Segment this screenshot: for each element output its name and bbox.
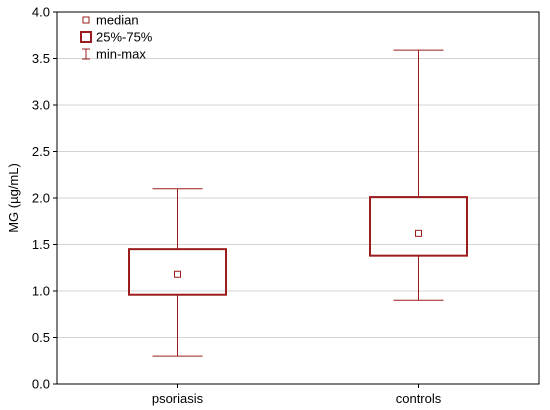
legend-label: min-max	[96, 47, 146, 62]
legend-label: median	[96, 13, 139, 28]
box-psoriasis	[128, 188, 227, 357]
y-tick-label: 0.0	[32, 377, 50, 392]
y-axis-label: MG (µg/mL)	[6, 163, 21, 233]
y-tick-label: 2.5	[32, 144, 50, 159]
legend-item-range: min-max	[82, 47, 146, 62]
small-square-icon	[82, 16, 90, 24]
box-controls	[369, 49, 468, 301]
y-tick-label: 0.5	[32, 330, 50, 345]
y-tick-label: 1.5	[32, 237, 50, 252]
legend: median 25%-75% min-max	[80, 13, 153, 62]
x-tick-label: controls	[396, 391, 442, 406]
grid-lines	[57, 58, 539, 338]
median-marker	[415, 229, 422, 237]
axes: 0.0 0.5 1.0 1.5 2.0 2.5 3.0 3.5 4.0 psoriasis cont…	[32, 5, 540, 406]
y-tick-label: 3.5	[32, 51, 50, 66]
box-icon	[80, 31, 92, 43]
legend-item-median: median	[82, 13, 139, 28]
x-tick-label: psoriasis	[152, 391, 204, 406]
plot-frame	[56, 11, 540, 385]
legend-item-iqr: 25%-75%	[80, 30, 153, 45]
whisker-icon	[82, 48, 90, 60]
median-marker	[174, 270, 181, 278]
y-tick-label: 4.0	[32, 5, 50, 20]
y-tick-label: 1.0	[32, 284, 50, 299]
iqr-box	[128, 248, 227, 296]
legend-label: 25%-75%	[96, 30, 153, 45]
y-tick-label: 3.0	[32, 98, 50, 113]
plot-area	[128, 49, 468, 357]
iqr-box	[369, 196, 468, 257]
y-tick-label: 2.0	[32, 191, 50, 206]
